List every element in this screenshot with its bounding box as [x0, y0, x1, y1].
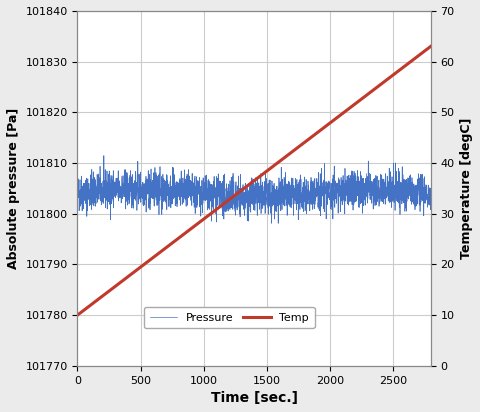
Pressure: [234, 203, 240, 208]
Pressure: [206, 183, 212, 187]
Pressure: [74, 186, 80, 191]
Pressure: [288, 176, 294, 180]
Y-axis label: Temperature [degC]: Temperature [degC]: [460, 118, 473, 259]
Pressure: [276, 221, 281, 226]
Line: Pressure: Pressure: [77, 156, 431, 223]
X-axis label: Time [sec.]: Time [sec.]: [211, 391, 298, 405]
Y-axis label: Absolute pressure [Pa]: Absolute pressure [Pa]: [7, 108, 20, 269]
Pressure: [353, 174, 359, 179]
Pressure: [428, 188, 433, 193]
Pressure: [426, 202, 432, 207]
Pressure: [365, 159, 371, 164]
Pressure: [101, 153, 107, 158]
Legend: Pressure, Temp: Pressure, Temp: [144, 307, 314, 328]
